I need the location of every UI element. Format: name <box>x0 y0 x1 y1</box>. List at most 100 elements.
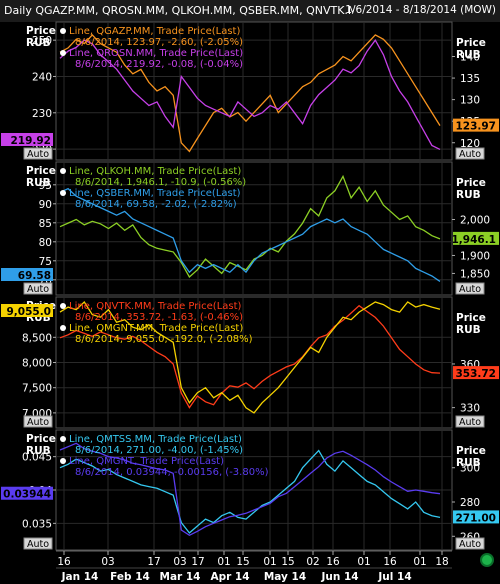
x-tick-label: 01 <box>217 556 230 568</box>
legend-bullet-icon <box>60 28 66 34</box>
left-tick-label: 8,000 <box>22 358 52 370</box>
legend-detail: 8/6/2014, 219.92, -0.08, (-0.04%) <box>75 59 243 70</box>
left-value-badge <box>1 133 53 146</box>
legend-title: Line, QLKOH.MM, Trade Price(Last) <box>69 166 241 177</box>
legend-bullet-icon <box>60 50 66 56</box>
left-value-badge-text: 9,055.0 <box>6 306 51 318</box>
left-value-badge <box>1 268 53 281</box>
chart-panel-2: PriceRUB707580859095PriceRUB1,8501,9002,… <box>0 161 500 296</box>
left-axis-unit: RUB <box>26 37 51 49</box>
x-tick-label: 16 <box>383 556 397 568</box>
x-tick-label: 03 <box>173 556 186 568</box>
right-tick-label: 330 <box>460 403 480 415</box>
month-label: Mar 14 <box>160 571 201 583</box>
series-line-qgazp-mm <box>59 33 441 153</box>
legend-title: Line, QNVTK.MM, Trade Price(Last) <box>69 301 242 312</box>
panel-frame <box>55 21 453 161</box>
left-tick-label: 250 <box>32 35 52 47</box>
series-line-qlkoh-mm <box>59 174 441 279</box>
auto-button-right-label: Auto <box>459 417 481 428</box>
right-tick-label: 140 <box>460 52 480 64</box>
legend-detail: 8/6/2014, 0.03944, -0.00156, (-3.80%) <box>75 467 269 478</box>
legend-bullet-icon <box>60 436 66 442</box>
left-value-badge-text: 69.58 <box>18 270 51 282</box>
auto-button-right[interactable] <box>455 147 485 160</box>
auto-button-right-label: Auto <box>459 149 481 160</box>
auto-button-left[interactable] <box>23 147 53 160</box>
right-value-badge <box>453 231 499 245</box>
panel-background <box>0 162 500 295</box>
right-tick-label: 1,850 <box>460 268 490 280</box>
auto-button-left[interactable] <box>23 282 53 295</box>
legend-detail: 8/6/2014, 9,055.0, -192.0, (-2.08%) <box>75 334 253 345</box>
right-axis-unit: RUB <box>456 49 481 61</box>
right-tick-label: 1,900 <box>460 250 490 262</box>
left-tick-label: 95 <box>39 180 52 192</box>
x-tick-label: 15 <box>281 556 294 568</box>
auto-button-left-label: Auto <box>27 539 49 550</box>
x-tick-label: 17 <box>147 556 160 568</box>
left-tick-label: 80 <box>39 237 52 249</box>
x-tick-label: 02 <box>306 556 319 568</box>
series-line-qrosn-mm <box>59 39 441 150</box>
auto-button-right[interactable] <box>455 537 485 550</box>
right-axis-unit: RUB <box>456 457 481 469</box>
legend-bullet-icon <box>60 325 66 331</box>
legend-title: Line, QROSN.MM, Trade Price(Last) <box>69 48 243 59</box>
left-tick-label: 0.035 <box>22 518 52 530</box>
chart-panel-4: PriceRUB0.0350.040.045PriceRUB260280300L… <box>0 429 500 551</box>
right-value-badge-text: 123.97 <box>455 121 496 133</box>
left-tick-label: 240 <box>32 71 52 83</box>
auto-button-left[interactable] <box>23 415 53 428</box>
legend-detail: 8/6/2014, 353.72, -1.63, (-0.46%) <box>75 312 243 323</box>
right-axis-label: Price <box>456 312 486 324</box>
auto-button-right[interactable] <box>455 415 485 428</box>
legend-bullet-icon <box>60 190 66 196</box>
left-tick-label: 90 <box>39 199 52 211</box>
x-tick-label: 16 <box>326 556 340 568</box>
left-tick-label: 8,500 <box>22 332 52 344</box>
month-label: Feb 14 <box>110 571 150 583</box>
left-axis-unit: RUB <box>26 177 51 189</box>
left-tick-label: 85 <box>39 218 52 230</box>
right-value-badge <box>453 510 499 524</box>
auto-button-left-label: Auto <box>27 417 49 428</box>
right-axis-label: Price <box>456 445 486 457</box>
series-line-qmgnt <box>59 442 441 537</box>
legend-bullet-icon <box>60 303 66 309</box>
left-axis-label: Price <box>26 165 56 177</box>
auto-button-left[interactable] <box>23 537 53 550</box>
left-tick-label: 0.045 <box>22 452 52 464</box>
legend-title: Line, QSBER.MM, Trade Price(Last) <box>69 188 241 199</box>
left-axis-label: Price <box>26 433 56 445</box>
left-value-badge-text: 219.92 <box>10 135 51 147</box>
month-label: Jan 14 <box>61 571 99 583</box>
x-tick-label: 18 <box>435 556 448 568</box>
status-indicator-icon[interactable] <box>480 553 494 567</box>
legend-title: Line, QMGNT, Trade Price(Last) <box>69 456 224 467</box>
x-tick-label: 01 <box>357 556 370 568</box>
month-label: Jul 14 <box>377 571 411 583</box>
series-line-qmgnt-mm <box>59 300 441 414</box>
right-tick-label: 300 <box>460 463 480 475</box>
right-value-badge <box>453 118 499 132</box>
panel-background <box>0 22 500 160</box>
month-label: Apr 14 <box>210 571 249 583</box>
right-tick-label: 280 <box>460 497 480 509</box>
auto-button-right[interactable] <box>455 282 485 295</box>
right-value-badge <box>453 366 499 380</box>
x-tick-label: 17 <box>191 556 204 568</box>
x-tick-label: 03 <box>101 556 114 568</box>
right-axis-unit: RUB <box>456 189 481 201</box>
right-tick-label: 130 <box>460 95 480 107</box>
left-tick-label: 75 <box>39 256 52 268</box>
left-value-badge <box>1 304 53 317</box>
date-range: 1/6/2014 - 8/18/2014 (MOW) <box>345 4 496 16</box>
legend-title: Line, QGAZP.MM, Trade Price(Last) <box>69 26 240 37</box>
title-bar: Daily QGAZP.MM, QROSN.MM, QLKOH.MM, QSBE… <box>0 0 500 23</box>
legend-bullet-icon <box>60 168 66 174</box>
right-axis-label: Price <box>456 37 486 49</box>
x-tick-label: 01 <box>413 556 426 568</box>
auto-button-left-label: Auto <box>27 149 49 160</box>
